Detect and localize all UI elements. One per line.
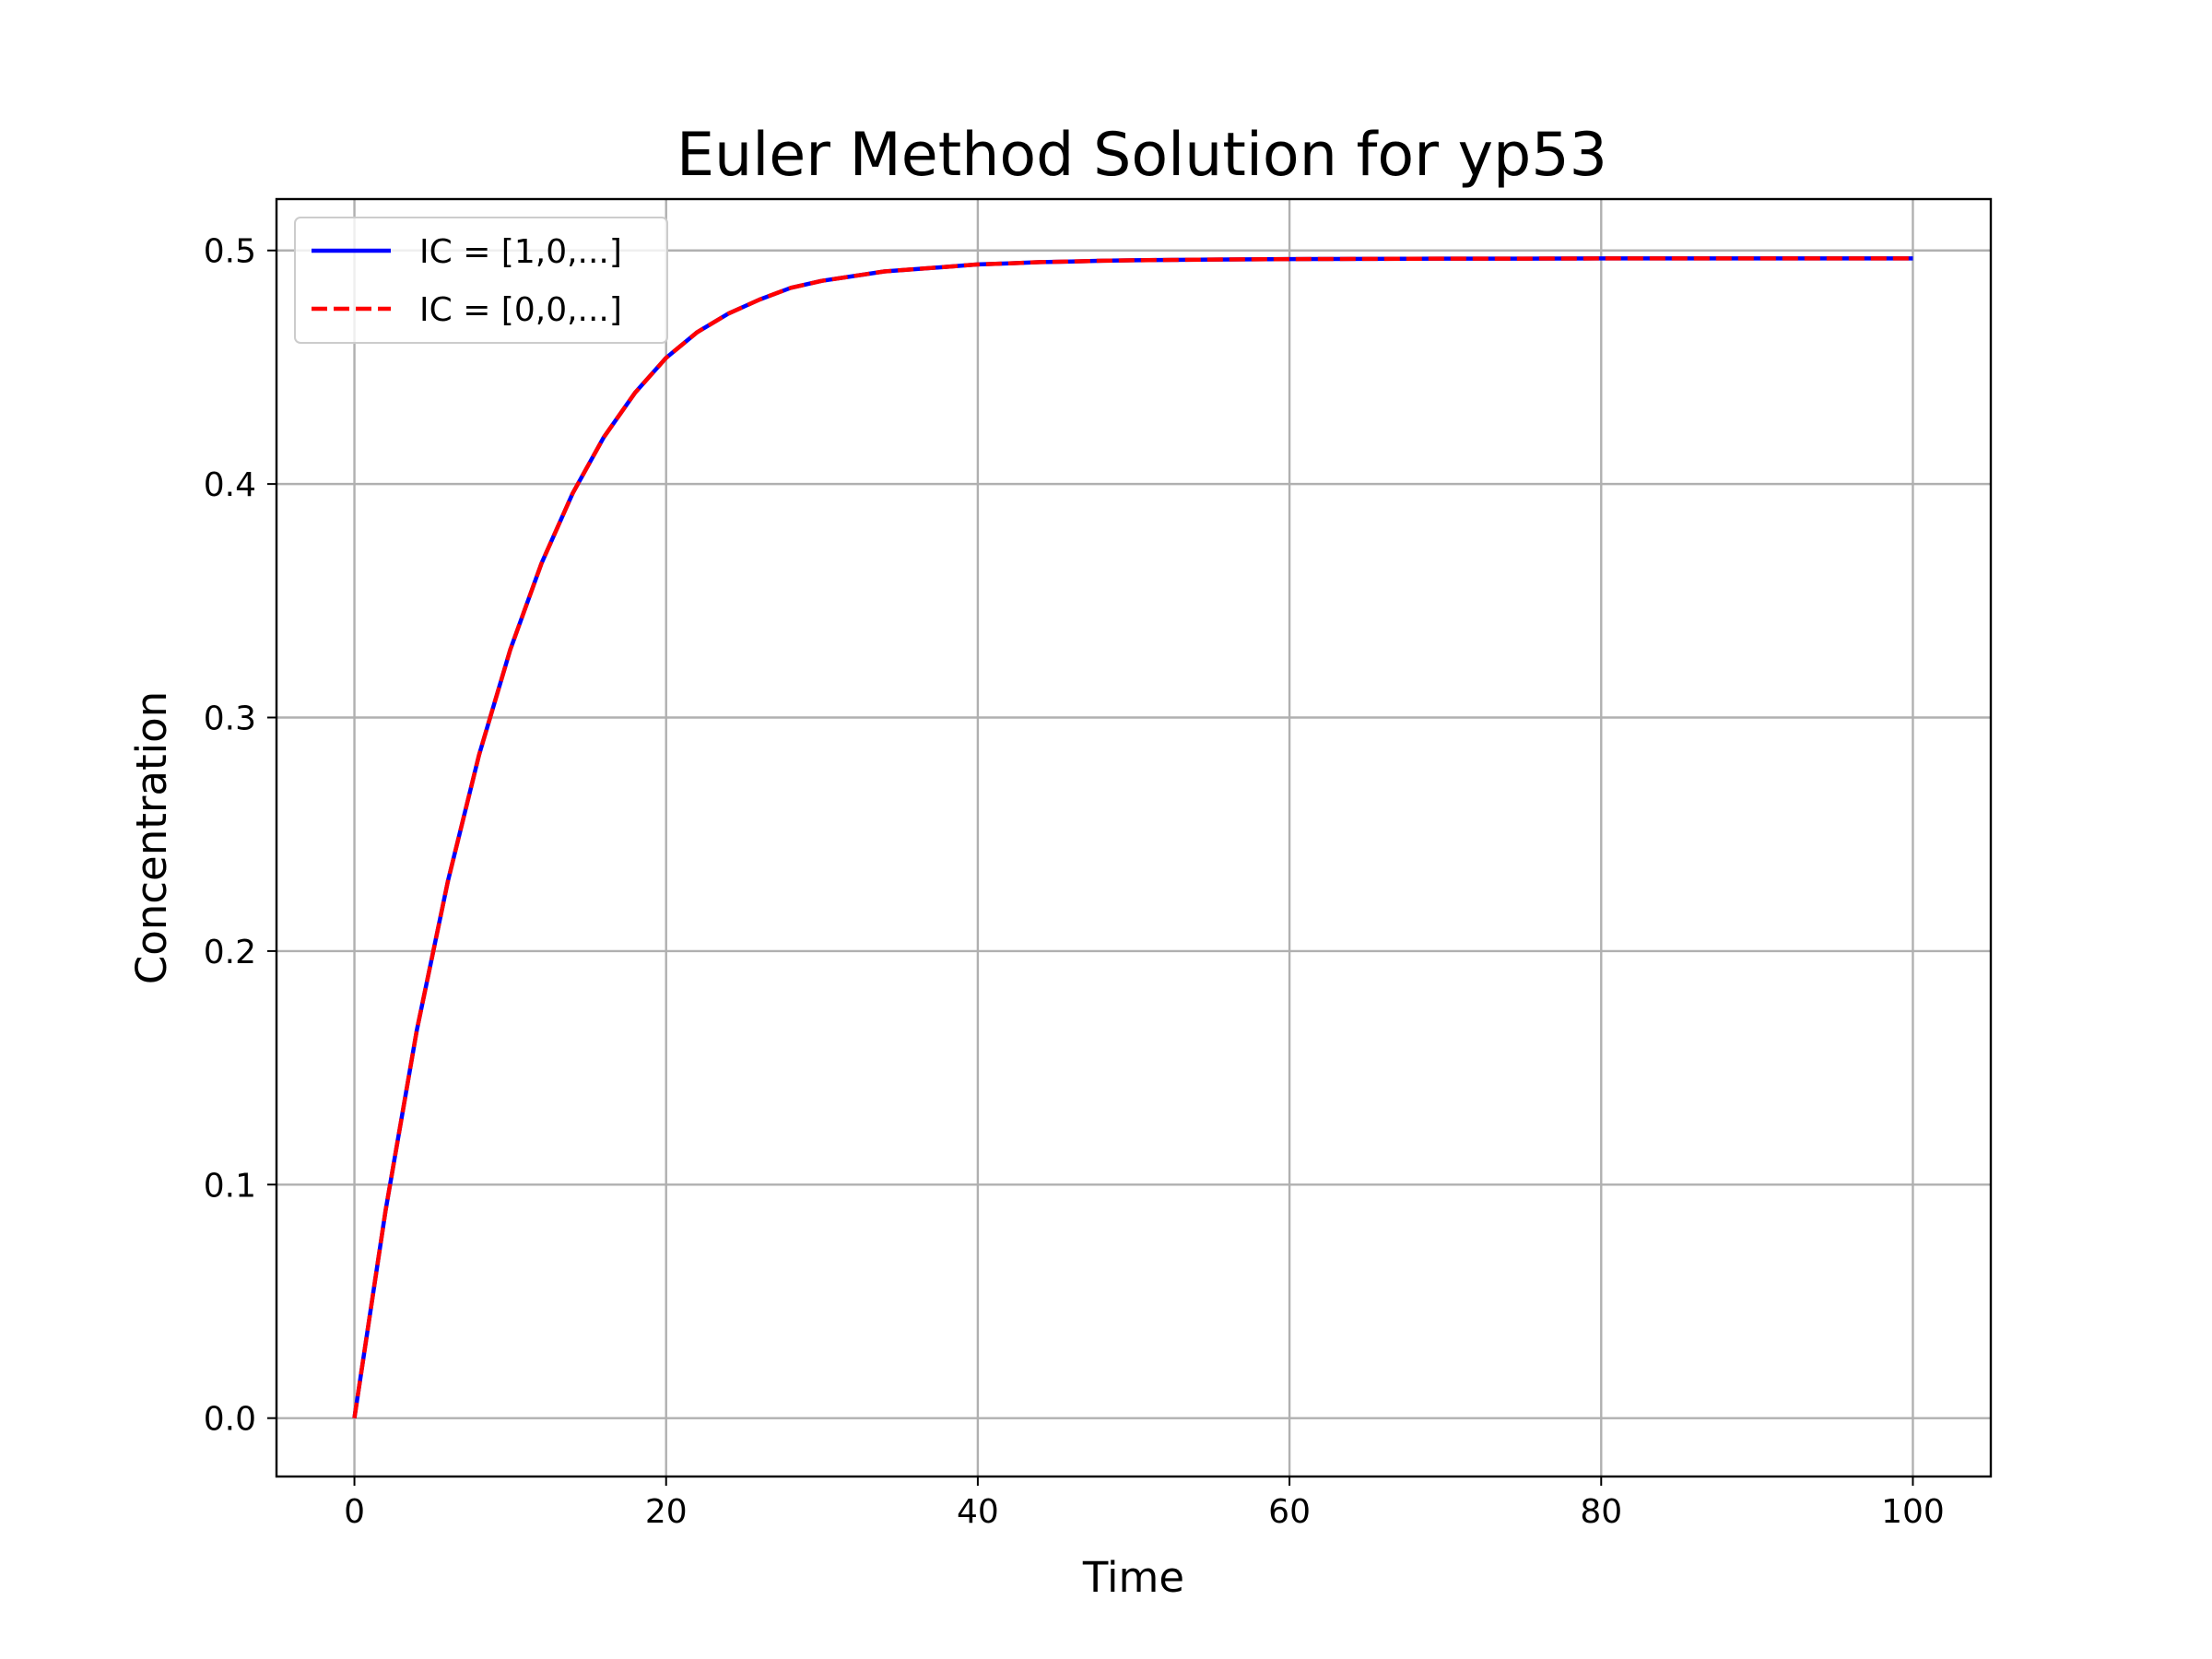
legend-label-ic-1: IC = [1,0,...] [419,233,622,271]
x-tick-label: 80 [1580,1493,1622,1531]
x-tick-label: 40 [957,1493,999,1531]
y-tick-label: 0.0 [204,1401,256,1439]
legend: IC = [1,0,...] IC = [0,0,...] [294,217,668,344]
grid [276,199,1991,1477]
series-line-ic-0 [352,256,1913,1419]
plot-area-frame [275,197,1993,1478]
chart-title: Euler Method Solution for yp53 [677,121,1607,190]
x-tick-label: 60 [1268,1493,1311,1531]
legend-label-ic-0: IC = [0,0,...] [419,291,622,329]
x-tick-label: 0 [344,1493,365,1531]
x-tick-label: 20 [645,1493,688,1531]
y-tick-label: 0.5 [204,233,256,271]
plot-area-background [276,199,1991,1477]
axis-ticks: 0 20 40 60 80 100 0.0 0.1 0.2 0.3 0.4 0.5 [204,233,1945,1531]
y-tick-label: 0.2 [204,934,256,971]
y-tick-label: 0.4 [204,466,256,504]
y-tick-label: 0.1 [204,1167,256,1205]
y-axis-label: Concentration [127,691,176,984]
x-tick-label: 100 [1881,1493,1945,1531]
y-tick-label: 0.3 [204,700,256,738]
series-lines [352,256,1913,1419]
x-axis-label: Time [1082,1553,1184,1602]
